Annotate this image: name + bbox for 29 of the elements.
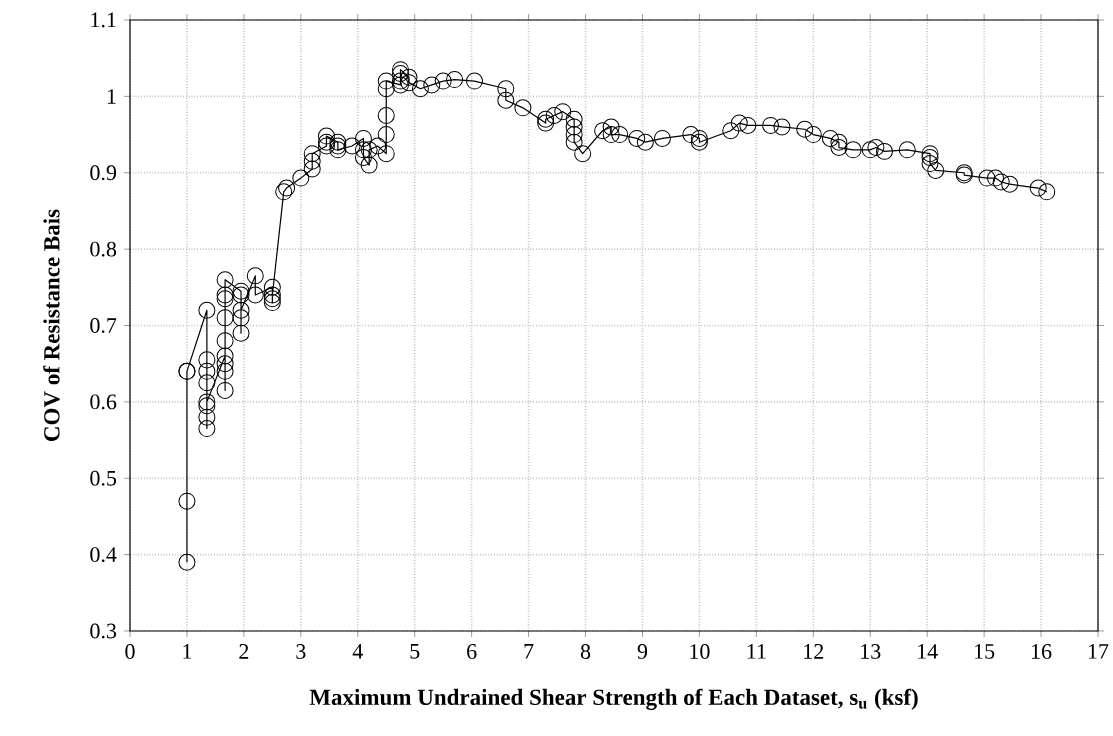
y-axis-title: COV of Resistance Bais: [43, 209, 60, 441]
x-tick-label: 2: [239, 644, 249, 659]
x-tick-label: 8: [580, 644, 591, 659]
y-tick-label: 1.1: [91, 12, 116, 28]
x-tick-label: 6: [467, 644, 477, 659]
x-tick-label: 4: [352, 644, 363, 659]
x-tick-label: 0: [125, 644, 135, 659]
x-tick-label: 13: [861, 644, 881, 659]
x-tick-label: 12: [804, 644, 824, 659]
x-tick-label: 1: [183, 644, 192, 659]
x-tick-label: 14: [918, 644, 938, 659]
y-tick-label: 0.6: [90, 394, 117, 410]
y-tick-label: 0.5: [90, 470, 117, 486]
y-tick-label: 0.9: [90, 165, 117, 181]
x-tick-label: 16: [1032, 644, 1052, 659]
y-tick-label: 0.7: [90, 318, 117, 333]
y-tick-label: 1: [107, 89, 116, 104]
x-tick-label: 5: [410, 644, 420, 659]
x-tick-label: 9: [637, 644, 648, 659]
y-tick-label: 0.3: [90, 623, 117, 639]
x-tick-label: 17: [1088, 644, 1109, 659]
x-tick-label: 10: [690, 644, 710, 659]
x-tick-label: 15: [975, 644, 995, 659]
y-tick-label: 0.8: [90, 241, 117, 257]
x-tick-label: 3: [296, 644, 306, 659]
x-axis-title: Maximum Undrained Shear Strength of Each Dataset, s$_{u}$ (ksf): [309, 688, 918, 710]
x-tick-label: 11: [747, 644, 766, 659]
y-tick-label: 0.4: [90, 547, 117, 563]
x-tick-label: 7: [524, 644, 534, 659]
